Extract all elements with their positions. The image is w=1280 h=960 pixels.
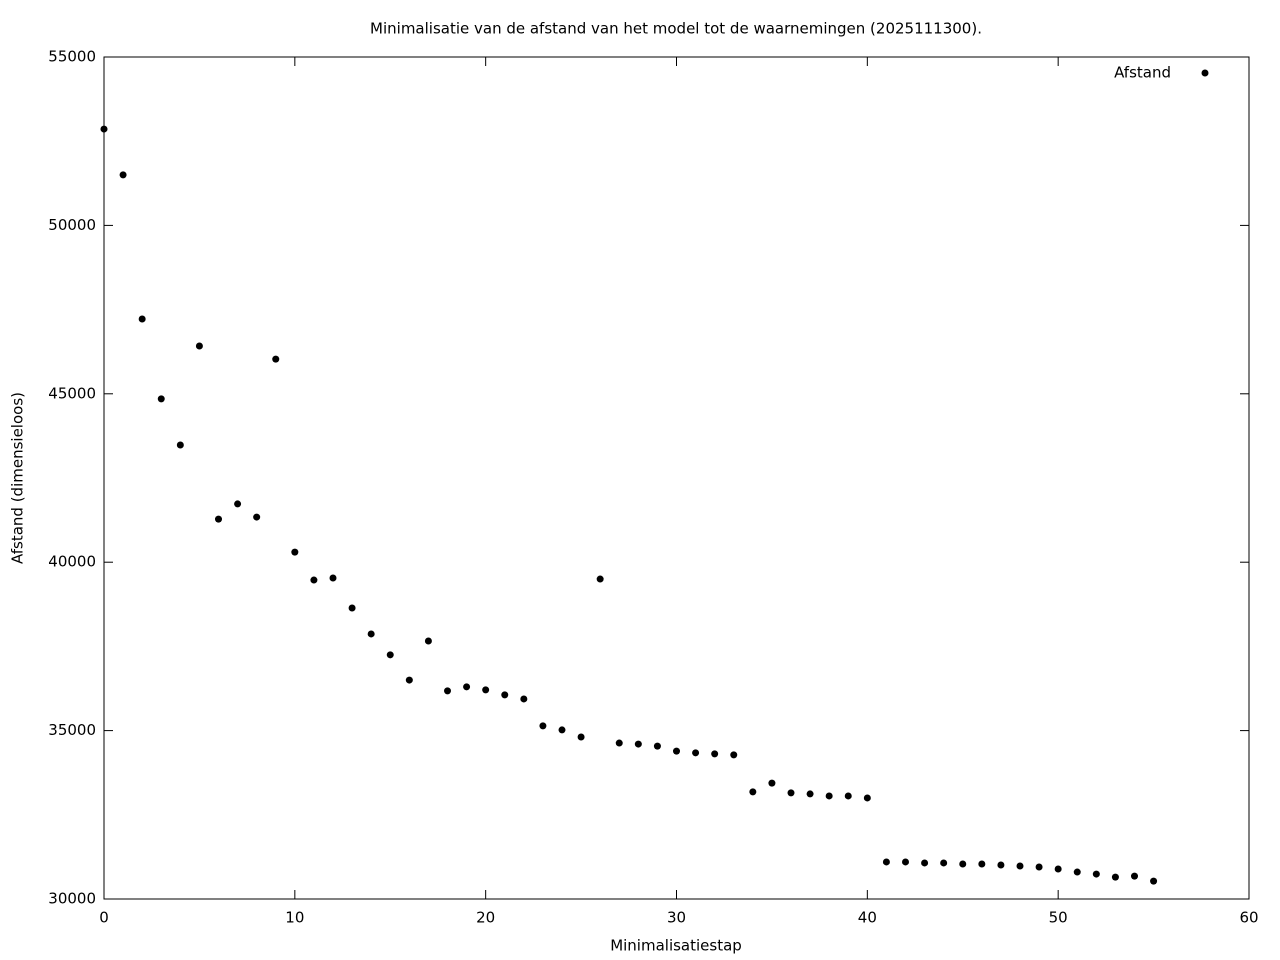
y-tick-label: 50000 bbox=[48, 216, 96, 234]
x-tick-label: 30 bbox=[667, 909, 686, 927]
point bbox=[940, 859, 948, 867]
point bbox=[978, 860, 986, 868]
point bbox=[501, 691, 509, 699]
point bbox=[463, 683, 471, 691]
point bbox=[959, 860, 967, 868]
point bbox=[386, 651, 394, 659]
chart-title: Minimalisatie van de afstand van het mod… bbox=[370, 20, 982, 38]
point bbox=[882, 858, 890, 866]
point bbox=[348, 604, 356, 612]
point bbox=[424, 637, 432, 645]
point bbox=[730, 751, 738, 759]
point bbox=[329, 574, 337, 582]
point bbox=[215, 515, 222, 523]
point bbox=[844, 792, 852, 800]
point bbox=[921, 859, 929, 867]
point bbox=[272, 355, 280, 363]
x-axis-label: Minimalisatiestap bbox=[610, 937, 742, 955]
point bbox=[1111, 873, 1119, 881]
point bbox=[539, 722, 547, 730]
point bbox=[100, 125, 108, 133]
point bbox=[234, 500, 242, 508]
y-axis-label: Afstand (dimensieloos) bbox=[9, 392, 27, 564]
y-tick-label: 30000 bbox=[48, 890, 96, 908]
x-tick-label: 40 bbox=[858, 909, 877, 927]
point bbox=[291, 548, 299, 556]
point bbox=[749, 788, 757, 796]
point bbox=[520, 695, 528, 703]
point bbox=[444, 687, 451, 695]
point bbox=[653, 742, 661, 750]
point bbox=[997, 861, 1005, 869]
y-tick-label: 45000 bbox=[48, 384, 96, 402]
point bbox=[711, 750, 719, 758]
y-tick-label: 35000 bbox=[48, 721, 96, 739]
point bbox=[673, 747, 680, 755]
point bbox=[119, 171, 127, 179]
y-tick-label: 55000 bbox=[48, 48, 96, 66]
point bbox=[558, 726, 566, 734]
point bbox=[176, 441, 184, 449]
point bbox=[577, 733, 585, 741]
point bbox=[1054, 865, 1062, 873]
y-tick-label: 40000 bbox=[48, 553, 96, 571]
point bbox=[692, 749, 700, 757]
point bbox=[157, 395, 165, 403]
x-tick-label: 20 bbox=[476, 909, 495, 927]
point bbox=[138, 315, 146, 323]
x-tick-label: 60 bbox=[1239, 909, 1258, 927]
point bbox=[634, 740, 642, 748]
x-tick-label: 50 bbox=[1049, 909, 1068, 927]
point bbox=[615, 739, 623, 747]
x-tick-label: 10 bbox=[285, 909, 304, 927]
point bbox=[1073, 868, 1081, 876]
plot-frame bbox=[103, 56, 1250, 900]
point bbox=[367, 630, 375, 638]
x-tick-label: 0 bbox=[99, 909, 109, 927]
point bbox=[1035, 863, 1043, 871]
point bbox=[1131, 872, 1138, 880]
point bbox=[902, 858, 909, 866]
legend-label: Afstand bbox=[1114, 64, 1171, 82]
point bbox=[1016, 862, 1024, 870]
point bbox=[806, 790, 814, 798]
point bbox=[596, 575, 604, 583]
point bbox=[1150, 877, 1158, 885]
point bbox=[825, 792, 833, 800]
point bbox=[195, 342, 203, 350]
point bbox=[482, 686, 490, 694]
point bbox=[863, 794, 871, 802]
point bbox=[310, 576, 318, 584]
point bbox=[405, 676, 413, 684]
point bbox=[768, 779, 776, 787]
point bbox=[1092, 870, 1100, 878]
legend-marker bbox=[1201, 69, 1209, 77]
point bbox=[253, 513, 261, 521]
point bbox=[787, 789, 795, 797]
